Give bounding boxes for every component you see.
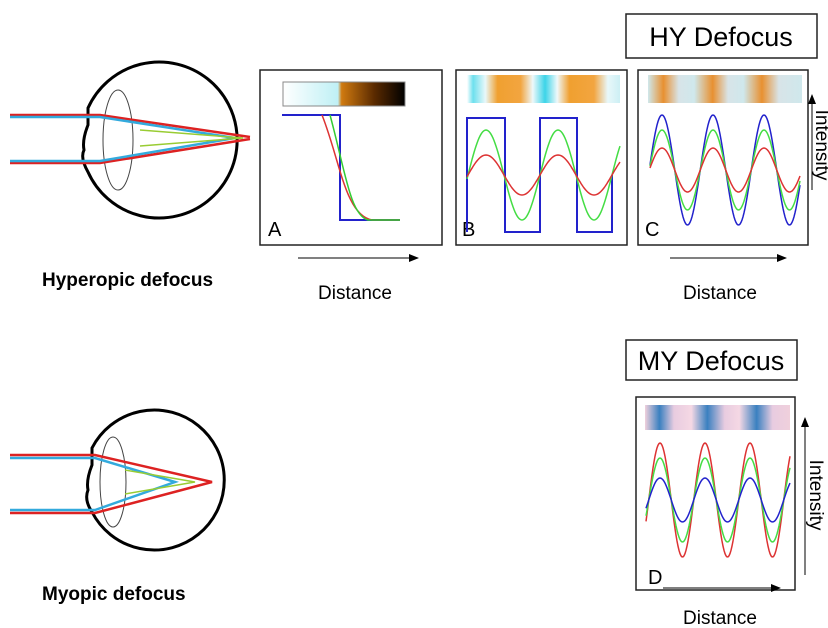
- title-box: [625, 339, 798, 381]
- profile-curve: [321, 114, 400, 221]
- profile-curve: [466, 129, 621, 221]
- panel-label: B: [462, 219, 475, 241]
- panel: [635, 396, 796, 591]
- x-axis-label: Distance: [318, 283, 392, 304]
- profile-curve: [466, 154, 621, 196]
- profile-curve: [649, 147, 801, 193]
- myopic-eye: [10, 408, 226, 552]
- caption: Myopic defocus: [42, 584, 186, 605]
- title-box: [625, 13, 818, 59]
- hyperopic-eye: [10, 60, 251, 220]
- profile-curve: [645, 442, 791, 558]
- caption: Hyperopic defocus: [42, 270, 213, 291]
- y-axis-label: Intensity: [805, 460, 826, 531]
- intensity-bar: [645, 405, 790, 430]
- panel: [259, 69, 443, 246]
- profile-curve: [645, 477, 791, 523]
- y-axis-label: Intensity: [811, 110, 828, 181]
- x-axis-label: Distance: [683, 283, 757, 304]
- profile-curve: [282, 114, 400, 221]
- profile-curve: [645, 457, 791, 543]
- intensity-bar: [282, 81, 406, 107]
- title: HY Defocus: [649, 22, 793, 52]
- panel: [455, 69, 628, 246]
- intensity-bar: [467, 75, 620, 103]
- intensity-bar: [648, 75, 802, 103]
- title: MY Defocus: [638, 346, 785, 376]
- x-axis-label: Distance: [683, 608, 757, 628]
- panel: [637, 69, 809, 246]
- panel-label: A: [268, 219, 282, 241]
- profile-curve: [329, 114, 400, 221]
- panel-label: D: [648, 567, 662, 589]
- panel-label: C: [645, 219, 659, 241]
